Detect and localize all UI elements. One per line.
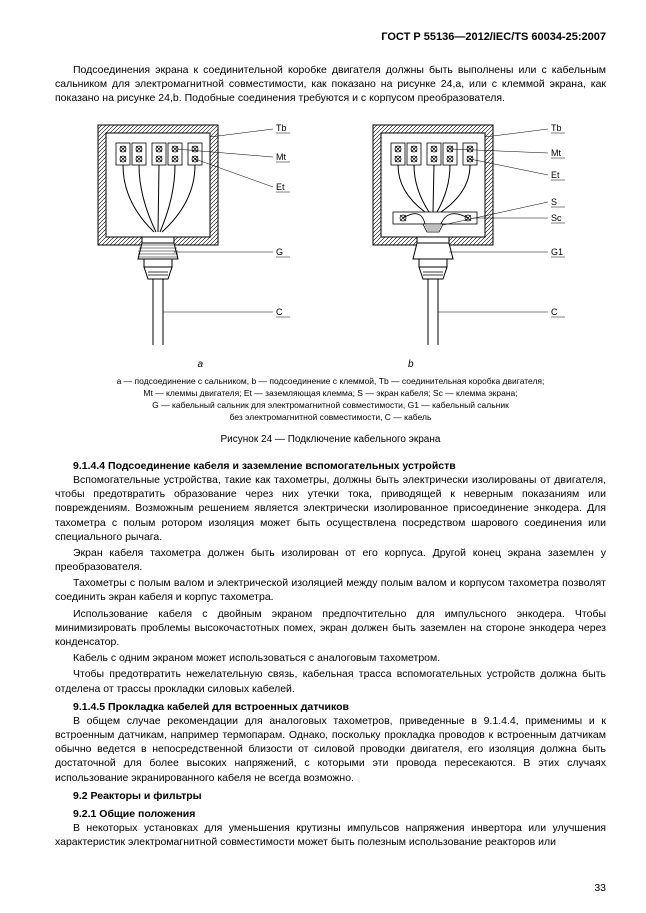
label-g: G	[276, 247, 283, 257]
diagram-a: Tb Mt Et G C	[78, 117, 308, 352]
svg-text:S: S	[551, 197, 557, 207]
legend-line-3: G — кабельный сальник для электромагнитн…	[55, 400, 606, 412]
para-921-1: В некоторых установках для уменьшения кр…	[55, 821, 606, 849]
figure-24: Tb Mt Et G C	[55, 117, 606, 352]
doc-header: ГОСТ Р 55136—2012/IEC/TS 60034-25:2007	[55, 30, 606, 45]
label-c: C	[276, 307, 283, 317]
intro-para: Подсоединения экрана к соединительной ко…	[55, 63, 606, 106]
section-9-1-4-4: 9.1.4.4 Подсоединение кабеля и заземлени…	[55, 459, 606, 473]
label-mt: Mt	[276, 152, 286, 162]
para-9144-5: Кабель с одним экраном может использоват…	[55, 651, 606, 665]
svg-text:Tb: Tb	[551, 123, 562, 133]
para-9144-3: Тахометры с полым валом и электрической …	[55, 576, 606, 604]
legend-line-4: без электромагнитной совместимости, C — …	[55, 412, 606, 424]
svg-text:G1: G1	[551, 247, 563, 257]
para-9145-1: В общем случае рекомендации для аналогов…	[55, 714, 606, 785]
svg-text:Mt: Mt	[551, 148, 561, 158]
page-number: 33	[594, 881, 606, 895]
para-9144-4: Использование кабеля с двойным экраном п…	[55, 607, 606, 650]
label-tb: Tb	[276, 123, 287, 133]
legend-line-2: Mt — клеммы двигателя; Et — заземляющая …	[55, 388, 606, 400]
svg-text:Et: Et	[551, 170, 560, 180]
diagram-b: Tb Mt Et S Sc G1 C	[353, 117, 583, 352]
diagram-sublabels: a b	[55, 358, 606, 372]
section-9-2-1: 9.2.1 Общие положения	[55, 807, 606, 821]
para-9144-6: Чтобы предотвратить нежелательную связь,…	[55, 667, 606, 695]
label-et: Et	[276, 182, 285, 192]
para-9144-2: Экран кабеля тахометра должен быть изоли…	[55, 546, 606, 574]
legend-line-1: a — подсоединение с сальником, b — подсо…	[55, 376, 606, 388]
para-9144-1: Вспомогательные устройства, такие как та…	[55, 473, 606, 544]
svg-text:C: C	[551, 307, 558, 317]
figure-caption: Рисунок 24 — Подключение кабельного экра…	[55, 433, 606, 447]
sublabel-a: a	[197, 358, 203, 372]
section-9-1-4-5: 9.1.4.5 Прокладка кабелей для встроенных…	[55, 700, 606, 714]
section-9-2: 9.2 Реакторы и фильтры	[55, 789, 606, 803]
svg-text:Sc: Sc	[551, 213, 562, 223]
sublabel-b: b	[408, 358, 414, 372]
figure-legend: a — подсоединение с сальником, b — подсо…	[55, 376, 606, 424]
